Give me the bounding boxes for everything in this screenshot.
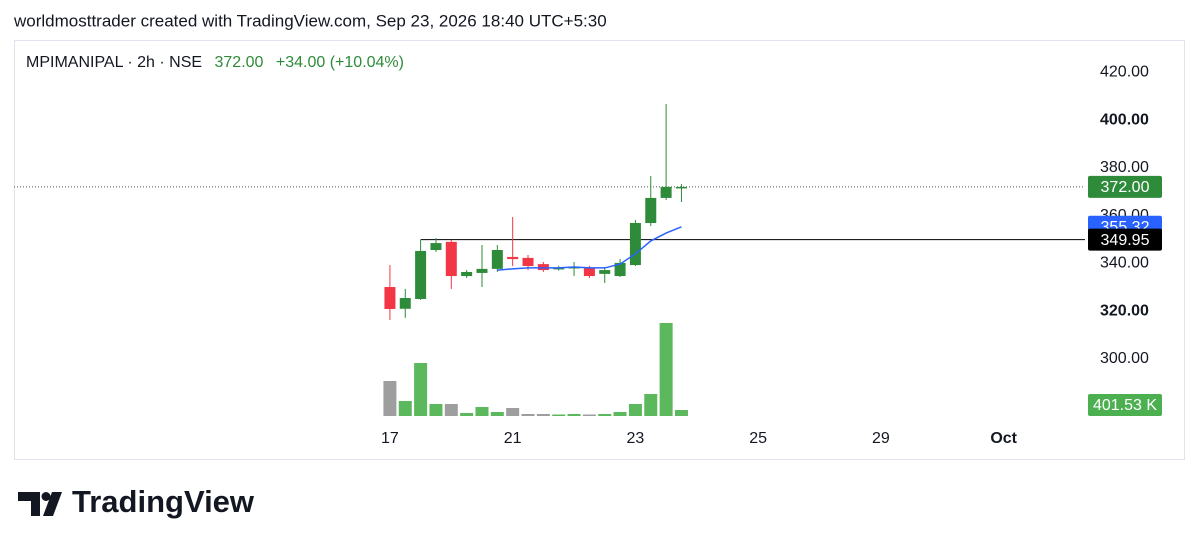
volume-bar [659, 322, 673, 416]
x-tick-label: 21 [504, 430, 522, 447]
candle-body [491, 250, 503, 269]
y-tick-label: 340.00 [1100, 255, 1149, 272]
candle-body [415, 250, 427, 299]
volume-bar [536, 413, 550, 416]
hline-badge-text: 349.95 [1101, 232, 1150, 249]
y-tick-label: 300.00 [1100, 350, 1149, 367]
volume-badge: 401.53 K [1088, 394, 1162, 416]
header: worldmosttrader created with TradingView… [13, 11, 607, 30]
last-price-badge-bg [1088, 175, 1162, 198]
hline-badge: 349.95 [1088, 228, 1162, 251]
last-price: 372.00 [215, 54, 264, 71]
legend: MPIMANIPAL · 2h · NSE 372.00 +34.00 (+10… [26, 54, 404, 71]
candle-body [583, 267, 595, 277]
volume-bar [383, 380, 397, 416]
volume-bar [644, 393, 658, 416]
footer-brand: TradingView [72, 484, 255, 519]
volume-bar [552, 414, 566, 416]
candle-body [522, 257, 534, 267]
candle-body [660, 186, 672, 198]
volume-bar [460, 412, 474, 416]
candle-body [430, 243, 442, 250]
volume-bar [567, 413, 581, 416]
volume-bar [628, 403, 642, 416]
last-price-badge-text: 372.00 [1101, 179, 1150, 196]
candle-body [629, 223, 641, 266]
volume-bar [414, 362, 428, 416]
volume-bar [398, 400, 412, 416]
volume-bar [475, 406, 489, 416]
volume-bar [490, 411, 504, 416]
y-tick-label: 320.00 [1100, 302, 1149, 319]
candle-body [599, 270, 611, 274]
candle-body [476, 268, 488, 273]
volume-bar [582, 414, 596, 416]
last-price-badge: 372.00 [1088, 175, 1162, 198]
candle-body [399, 298, 411, 309]
hline-badge-bg [1088, 228, 1162, 251]
volume-bar [429, 403, 443, 416]
candle-body [614, 262, 626, 277]
symbol: MPIMANIPAL · 2h · NSE [26, 54, 202, 71]
candle-body [645, 197, 657, 224]
volume-bar [444, 403, 458, 416]
volume-bar [598, 413, 612, 416]
volume-bar [521, 413, 535, 416]
volume-bar [613, 411, 627, 416]
volume-badge-text: 401.53 K [1093, 397, 1157, 414]
frame [14, 40, 1185, 460]
candle-body [461, 271, 473, 277]
candle-body [384, 287, 396, 310]
candle-body [507, 256, 519, 260]
volume-badge-bg [1088, 394, 1162, 416]
y-tick-label: 400.00 [1100, 111, 1149, 128]
candle-body [675, 186, 687, 189]
volume-bar [674, 409, 688, 416]
volume-bar [506, 407, 520, 416]
y-tick-label: 380.00 [1100, 159, 1149, 176]
change: +34.00 (+10.04%) [276, 54, 404, 71]
candle-body [537, 264, 549, 271]
x-tick-label: 29 [872, 430, 890, 447]
x-tick-label: 17 [381, 430, 399, 447]
x-tick-label: Oct [990, 430, 1017, 447]
x-tick-label: 23 [627, 430, 645, 447]
candle-body [445, 241, 457, 277]
x-tick-label: 25 [749, 430, 767, 447]
logo [18, 492, 62, 516]
y-tick-label: 420.00 [1100, 63, 1149, 80]
moving-average [497, 226, 682, 271]
